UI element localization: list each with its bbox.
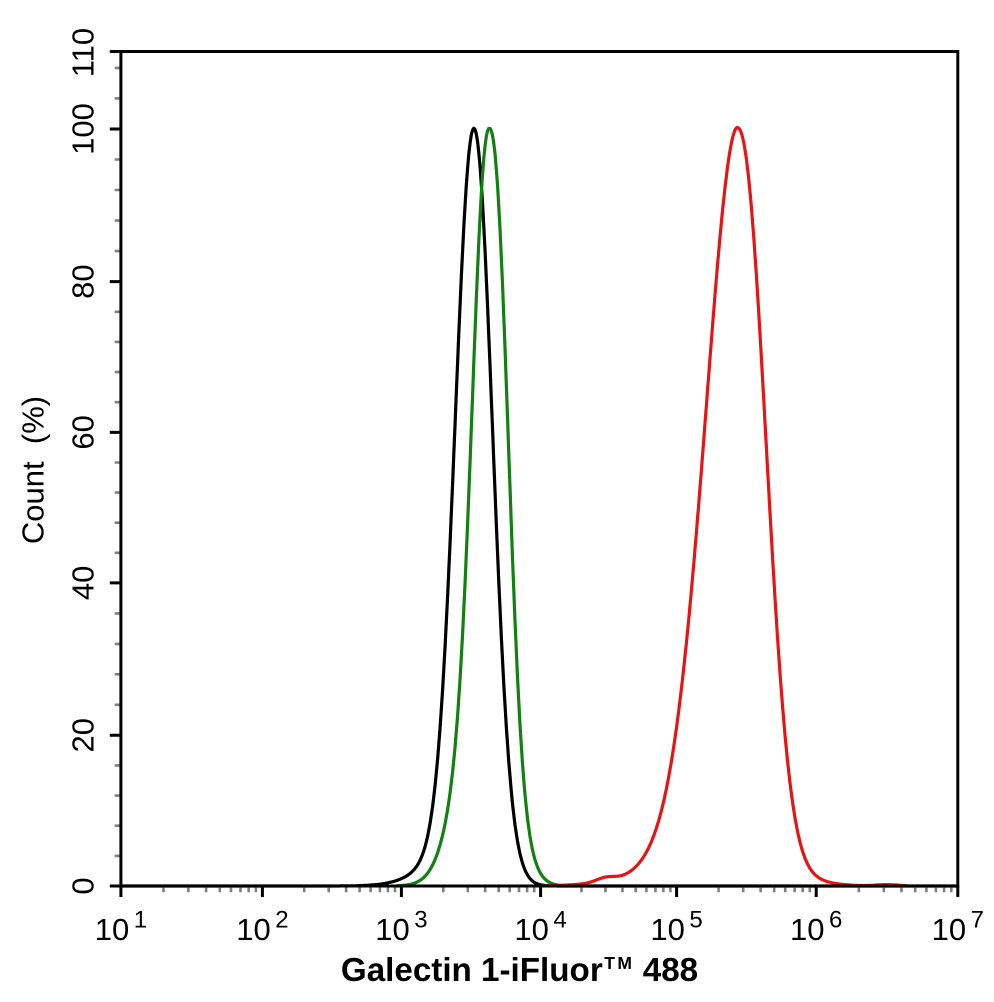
svg-text:20: 20: [65, 718, 100, 752]
svg-text:Count (%): Count (%): [15, 396, 50, 544]
svg-text:0: 0: [65, 877, 100, 894]
svg-text:107: 10 7: [932, 906, 984, 946]
svg-text:Galectin 1-iFluorTM 488: Galectin 1-iFluorTM 488: [341, 952, 698, 989]
svg-text:80: 80: [65, 264, 100, 298]
svg-text:40: 40: [65, 566, 100, 600]
svg-text:105: 10 5: [650, 906, 702, 946]
svg-text:100: 100: [65, 103, 100, 155]
svg-text:101: 10 1: [95, 906, 147, 946]
svg-text:60: 60: [65, 415, 100, 449]
svg-text:110: 110: [65, 28, 100, 77]
